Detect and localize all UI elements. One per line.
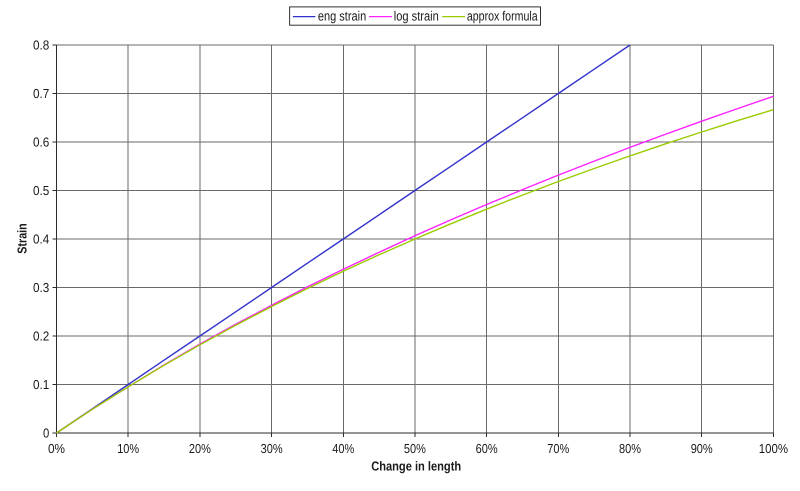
svg-text:40%: 40% (332, 441, 354, 456)
svg-text:0.4: 0.4 (33, 232, 49, 247)
svg-text:0.7: 0.7 (33, 86, 49, 101)
svg-text:60%: 60% (476, 441, 498, 456)
svg-text:0.6: 0.6 (33, 135, 49, 150)
svg-text:approx formula: approx formula (467, 9, 538, 24)
svg-text:0.2: 0.2 (33, 329, 49, 344)
svg-text:30%: 30% (261, 441, 283, 456)
svg-text:0.5: 0.5 (33, 183, 49, 198)
svg-text:10%: 10% (117, 441, 139, 456)
svg-text:70%: 70% (547, 441, 569, 456)
svg-text:Change in length: Change in length (371, 459, 461, 474)
svg-text:0%: 0% (48, 441, 65, 456)
svg-text:0.3: 0.3 (33, 280, 49, 295)
svg-text:0.1: 0.1 (33, 377, 49, 392)
svg-text:80%: 80% (619, 441, 641, 456)
svg-text:100%: 100% (759, 441, 789, 456)
svg-text:0.8: 0.8 (33, 38, 49, 53)
svg-text:0: 0 (43, 425, 49, 440)
svg-text:Strain: Strain (14, 223, 29, 254)
svg-text:20%: 20% (189, 441, 211, 456)
svg-text:50%: 50% (404, 441, 426, 456)
svg-text:eng strain: eng strain (318, 9, 366, 24)
svg-text:log strain: log strain (394, 9, 439, 24)
svg-text:90%: 90% (691, 441, 713, 456)
